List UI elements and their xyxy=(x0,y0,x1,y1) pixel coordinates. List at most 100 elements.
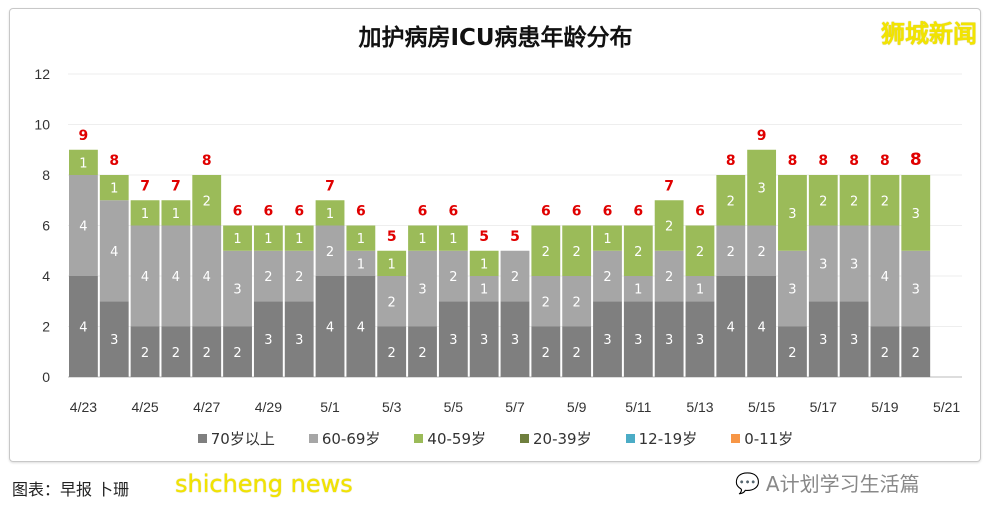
legend-item: 0-11岁 xyxy=(731,428,793,449)
segment-label: 1 xyxy=(603,232,611,247)
bar-segment xyxy=(808,175,838,226)
segment-label: 4 xyxy=(172,270,180,285)
bar-segment xyxy=(284,250,314,302)
segment-label: 1 xyxy=(110,182,118,197)
bar-segment xyxy=(623,276,653,302)
segment-label: 3 xyxy=(757,182,765,197)
bar-segment xyxy=(99,301,129,377)
bar-segment xyxy=(623,225,653,276)
total-label: 6 xyxy=(294,204,304,220)
x-tick-label: 4/27 xyxy=(193,399,220,415)
segment-label: 3 xyxy=(603,333,611,348)
segment-label: 4 xyxy=(79,220,87,235)
legend-label: 60-69岁 xyxy=(321,430,381,448)
chart-title: 加护病房ICU病患年龄分布 xyxy=(358,25,633,51)
segment-label: 4 xyxy=(357,321,365,336)
segment-label: 1 xyxy=(696,283,704,298)
x-tick-label: 5/13 xyxy=(686,399,713,415)
segment-label: 3 xyxy=(912,207,920,222)
segment-label: 1 xyxy=(326,207,334,222)
segment-label: 3 xyxy=(912,283,920,298)
segment-label: 2 xyxy=(511,270,519,285)
bar-segment xyxy=(161,225,191,327)
bar-segment xyxy=(99,200,129,302)
bar-segment xyxy=(192,175,222,226)
x-tick-label: 5/5 xyxy=(444,399,464,415)
bar-segment xyxy=(315,200,345,226)
segment-label: 3 xyxy=(449,333,457,348)
bar-segment xyxy=(223,225,252,251)
bar-segment xyxy=(654,301,684,377)
segment-label: 2 xyxy=(573,295,581,310)
bar-segment xyxy=(469,276,499,302)
bar-segment xyxy=(623,301,653,377)
bar-segment xyxy=(130,200,160,226)
segment-label: 2 xyxy=(264,270,272,285)
legend-item: 12-19岁 xyxy=(625,428,698,449)
legend-swatch xyxy=(625,434,635,443)
segment-label: 1 xyxy=(233,232,241,247)
segment-label: 4 xyxy=(110,245,118,260)
bar-segment xyxy=(747,149,777,226)
segment-label: 2 xyxy=(388,346,396,361)
bar-segment xyxy=(223,250,252,327)
segment-label: 2 xyxy=(912,346,920,361)
segment-label: 1 xyxy=(388,257,396,272)
total-label: 8 xyxy=(849,153,859,169)
segment-label: 4 xyxy=(757,321,765,336)
segment-label: 3 xyxy=(233,283,241,298)
segment-label: 1 xyxy=(480,283,488,298)
legend-swatch xyxy=(414,434,424,443)
bar-segment xyxy=(839,225,869,302)
bar-segment xyxy=(531,225,561,276)
bar-segment xyxy=(377,250,407,276)
bar-segment xyxy=(593,250,622,302)
total-label: 8 xyxy=(202,153,212,169)
bar-segment xyxy=(408,250,437,327)
segment-label: 3 xyxy=(819,257,827,272)
segment-label: 3 xyxy=(696,333,704,348)
total-label: 8 xyxy=(726,153,736,169)
bar-segment xyxy=(315,225,345,276)
bar-segment xyxy=(346,250,376,276)
legend-label: 70岁以上 xyxy=(210,430,275,448)
watermark: shicheng news xyxy=(175,470,353,498)
bar-segment xyxy=(408,326,437,377)
total-label: 6 xyxy=(356,204,366,220)
segment-label: 3 xyxy=(850,333,858,348)
legend-label: 12-19岁 xyxy=(638,430,698,448)
segment-label: 2 xyxy=(603,270,611,285)
bar-segment xyxy=(778,326,807,377)
segment-label: 3 xyxy=(665,333,673,348)
x-tick-label: 4/29 xyxy=(255,399,282,415)
segment-label: 2 xyxy=(203,194,211,209)
y-tick-label: 12 xyxy=(34,66,50,82)
segment-label: 2 xyxy=(881,346,889,361)
y-tick-label: 0 xyxy=(42,369,50,385)
bar-segment xyxy=(253,250,283,302)
y-tick-label: 6 xyxy=(42,218,50,234)
bar-segment xyxy=(284,225,314,251)
segment-label: 4 xyxy=(203,270,211,285)
bar-segment xyxy=(593,301,622,377)
x-tick-label: 5/11 xyxy=(625,399,651,415)
bar-segment xyxy=(808,225,838,302)
bar-segment xyxy=(747,276,777,377)
x-tick-label: 5/1 xyxy=(320,399,340,415)
bar-segment xyxy=(469,250,499,276)
segment-label: 2 xyxy=(881,194,889,209)
segment-label: 3 xyxy=(480,333,488,348)
total-label: 7 xyxy=(664,178,674,194)
segment-label: 2 xyxy=(326,245,334,260)
segment-label: 3 xyxy=(634,333,642,348)
segment-label: 1 xyxy=(141,207,149,222)
bar-segment xyxy=(284,301,314,377)
segment-label: 1 xyxy=(295,232,303,247)
bar-segment xyxy=(377,326,407,377)
segment-label: 1 xyxy=(418,232,426,247)
bar-segment xyxy=(130,225,160,327)
segment-label: 1 xyxy=(634,283,642,298)
segment-label: 2 xyxy=(788,346,796,361)
bar-segment xyxy=(716,175,746,226)
segment-label: 1 xyxy=(449,232,457,247)
